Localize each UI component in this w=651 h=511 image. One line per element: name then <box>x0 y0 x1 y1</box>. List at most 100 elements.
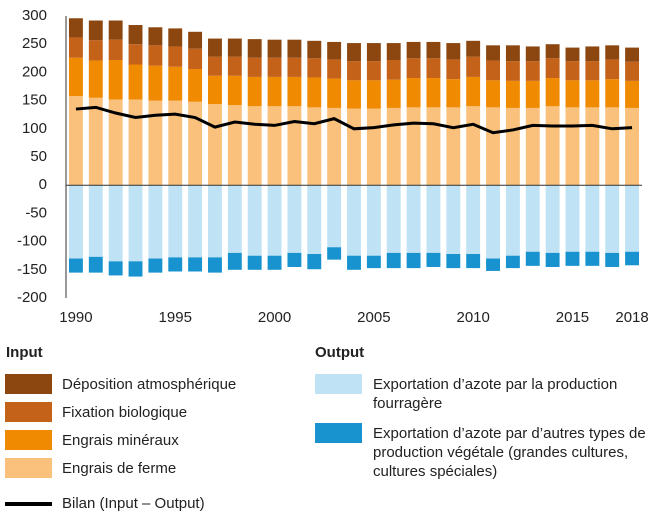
bar-segment <box>108 59 123 100</box>
bar-segment <box>168 100 183 186</box>
legend-label: Déposition atmosphérique <box>62 376 237 393</box>
bar-segment <box>327 59 342 79</box>
legend-swatch <box>5 458 52 478</box>
bar-segment <box>505 45 520 62</box>
y-tick-label: -100 <box>17 233 47 250</box>
bar-segment <box>446 107 461 186</box>
bar-segment <box>486 107 500 186</box>
bar-segment <box>287 39 302 58</box>
bar-segment <box>88 97 103 186</box>
bar-segment <box>525 61 540 81</box>
bar-segment <box>625 107 640 186</box>
bar-segment <box>625 80 640 108</box>
bar-segment <box>625 61 640 81</box>
bar-segment <box>426 107 441 186</box>
bar-segment <box>406 185 421 253</box>
bar-segment <box>565 251 580 266</box>
bar-segment <box>386 59 401 80</box>
x-tick-label: 2018 <box>615 309 648 326</box>
bar-segment <box>128 99 143 186</box>
bar-segment <box>108 99 123 186</box>
bar-segment <box>188 48 203 70</box>
bar-segment <box>565 185 580 252</box>
bar-segment <box>287 185 302 253</box>
bar-segment <box>307 254 322 270</box>
bar-segment <box>366 108 381 186</box>
legend-header: Output <box>315 344 365 361</box>
bar-segment <box>585 46 600 62</box>
bilan-line <box>75 105 633 135</box>
bar-segment <box>128 185 143 262</box>
y-tick-label: 100 <box>22 120 47 137</box>
bar-segment <box>327 41 342 60</box>
y-tick-label: -50 <box>25 204 47 221</box>
bar-segment <box>446 79 461 108</box>
bar-segment <box>227 38 242 57</box>
bar-segment <box>148 45 163 66</box>
bar-segment <box>327 78 342 108</box>
bar-segment <box>307 77 322 108</box>
bar-segment <box>307 107 322 186</box>
bar-segment <box>366 61 381 81</box>
bar-segment <box>545 58 560 79</box>
bar-segment <box>545 185 560 253</box>
bar-segment <box>406 58 421 79</box>
y-tick-label: 300 <box>22 7 47 24</box>
bar-segment <box>426 252 441 267</box>
bar-segment <box>347 61 361 81</box>
bar-segment <box>208 257 222 273</box>
bar-segment <box>525 46 540 62</box>
bar-segment <box>565 61 580 81</box>
bar-segment <box>426 185 441 253</box>
bar-segment <box>247 39 262 58</box>
bar-segment <box>406 41 421 59</box>
bar-segment <box>287 252 302 267</box>
bar-segment <box>446 43 461 60</box>
bar-segment <box>247 185 262 256</box>
bar-segment <box>466 106 481 186</box>
bar-segment <box>88 256 103 273</box>
bar-segment <box>307 58 322 78</box>
legend-header: Input <box>6 344 43 361</box>
bar-segment <box>386 79 401 108</box>
bar-segment <box>68 96 83 186</box>
bar-segment <box>188 31 203 49</box>
bar-segment <box>446 59 461 80</box>
bar-segment <box>406 252 421 269</box>
bar-segment <box>227 105 242 186</box>
bar-segment <box>545 252 560 267</box>
chart: -200 -150 -100 -50 0 50 100 150 200 250 300 1990 199… <box>17 7 649 326</box>
bar-segment <box>128 261 143 277</box>
bar-segment <box>545 44 560 59</box>
y-tick-label: -150 <box>17 261 47 278</box>
bar-segment <box>446 185 461 255</box>
bar-segment <box>128 25 143 45</box>
bar-segment <box>605 185 620 253</box>
bar-segment <box>605 252 620 267</box>
bar-segment <box>386 252 401 269</box>
bar-segment <box>386 43 401 60</box>
bar-segment <box>486 80 500 108</box>
bar-segment <box>247 106 262 186</box>
bar-segment <box>247 76 262 107</box>
bar-segment <box>148 65 163 101</box>
x-tick-label: 2015 <box>556 309 589 326</box>
bar-segment <box>545 106 560 186</box>
bar-segment <box>68 185 83 259</box>
bar-segment <box>625 251 640 266</box>
y-tick-label: 250 <box>22 35 47 52</box>
bar-segment <box>585 61 600 81</box>
bar-segment <box>108 20 123 40</box>
bar-segment <box>208 103 222 186</box>
bar-segment <box>466 185 481 255</box>
bar-segment <box>68 37 83 58</box>
bar-segment <box>347 80 361 109</box>
bar-segment <box>247 57 262 77</box>
bar-segment <box>366 185 381 256</box>
bar-segment <box>505 255 520 269</box>
x-tick-label: 2010 <box>456 309 489 326</box>
bar-segment <box>347 43 361 62</box>
bar-segment <box>88 185 103 257</box>
bar-segment <box>168 185 183 258</box>
bar-segment <box>406 107 421 186</box>
